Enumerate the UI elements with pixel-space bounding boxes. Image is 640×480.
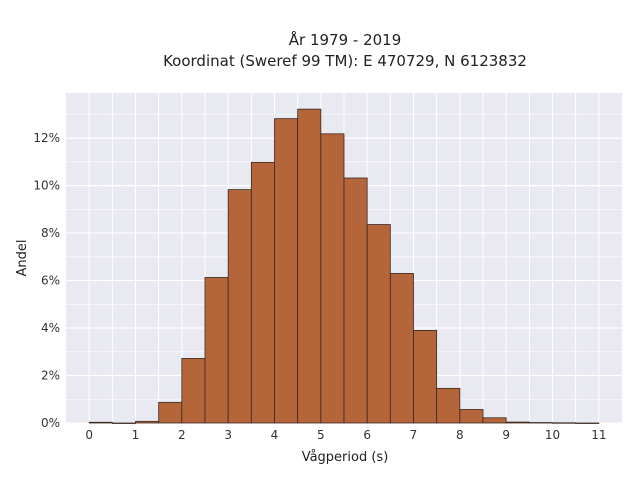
y-tick-label: 10%	[33, 179, 60, 193]
histogram-bar	[320, 133, 345, 424]
histogram-bar	[552, 422, 577, 424]
histogram-bar	[297, 108, 322, 424]
histogram-bar	[482, 417, 507, 424]
x-tick-label: 3	[224, 428, 232, 442]
histogram-bar	[436, 387, 461, 424]
x-axis-ticks: 0 1 2 3 4 5 6 7 8 9 10 11	[85, 428, 606, 442]
x-tick-label: 2	[178, 428, 186, 442]
x-tick-label: 7	[410, 428, 418, 442]
y-tick-label: 2%	[41, 369, 60, 383]
histogram-bar	[158, 401, 183, 424]
histogram-bar	[135, 420, 160, 424]
histogram-bar	[204, 277, 229, 424]
bars	[88, 108, 600, 424]
histogram-bar	[274, 118, 299, 424]
histogram-bar	[459, 409, 484, 424]
histogram-bar	[413, 330, 438, 424]
x-tick-label: 0	[85, 428, 93, 442]
histogram-bar	[343, 177, 368, 424]
y-axis-ticks: 0% 2% 4% 6% 8% 10% 12%	[33, 131, 60, 430]
histogram-bar	[366, 224, 391, 424]
histogram-bar	[505, 421, 530, 424]
histogram-bar	[528, 422, 553, 424]
histogram-bar	[389, 273, 414, 424]
y-axis-label: Andel	[15, 240, 30, 277]
x-tick-label: 11	[591, 428, 606, 442]
x-tick-label: 6	[363, 428, 371, 442]
histogram-bar	[88, 421, 113, 424]
chart-title-line-2: Koordinat (Sweref 99 TM): E 470729, N 61…	[163, 52, 527, 70]
chart-title-line-1: År 1979 - 2019	[289, 30, 402, 49]
x-tick-label: 5	[317, 428, 325, 442]
x-tick-label: 4	[271, 428, 279, 442]
x-tick-label: 9	[502, 428, 510, 442]
y-tick-label: 8%	[41, 226, 60, 240]
histogram-bar	[181, 358, 206, 424]
x-tick-label: 1	[132, 428, 140, 442]
x-axis-label: Vågperiod (s)	[302, 450, 389, 465]
histogram-bar	[575, 422, 600, 424]
y-tick-label: 6%	[41, 274, 60, 288]
histogram-bar	[227, 189, 252, 424]
y-tick-label: 12%	[33, 131, 60, 145]
y-tick-label: 4%	[41, 321, 60, 335]
x-tick-label: 8	[456, 428, 464, 442]
x-tick-label: 10	[545, 428, 560, 442]
y-tick-label: 0%	[41, 416, 60, 430]
histogram-bar	[250, 161, 275, 424]
histogram-bar	[111, 422, 136, 424]
